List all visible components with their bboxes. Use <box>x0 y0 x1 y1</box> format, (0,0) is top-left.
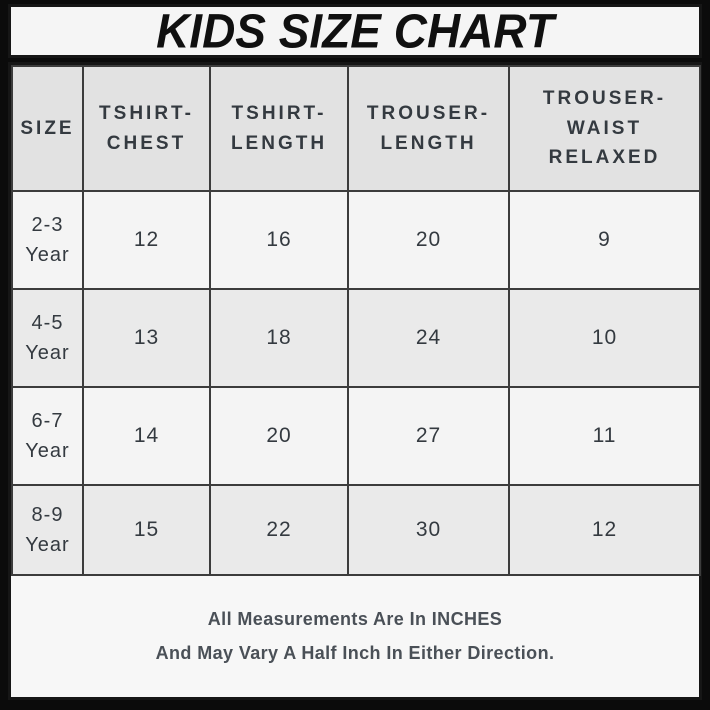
table-row-4-5-year: 4-5 Year 13 18 24 10 <box>11 288 701 388</box>
row-header-size: 2-3 Year <box>11 190 84 290</box>
size-line: Year <box>25 244 70 266</box>
size-line: 2-3 <box>31 214 64 236</box>
row-header-size: 8-9 Year <box>11 484 84 576</box>
cell-tshirt-chest: 13 <box>82 288 211 388</box>
header-line: TROUSER- <box>542 88 667 110</box>
row-header-size: 6-7 Year <box>11 386 84 486</box>
cell-trouser-length: 27 <box>347 386 510 486</box>
column-header-trouser-waist-relaxed: TROUSER- WAIST RELAXED <box>508 65 701 192</box>
header-line: CHEST <box>106 132 187 154</box>
table-row-8-9-year: 8-9 Year 15 22 30 12 <box>11 484 701 576</box>
cell-tshirt-length: 16 <box>209 190 349 290</box>
size-line: Year <box>25 440 70 462</box>
header-line: LENGTH <box>380 132 477 154</box>
cell-tshirt-chest: 14 <box>82 386 211 486</box>
header-line: RELAXED <box>548 147 661 169</box>
header-line: LENGTH <box>230 132 328 154</box>
header-line: TSHIRT- <box>99 103 194 125</box>
column-header-tshirt-chest: TSHIRT- CHEST <box>82 65 211 192</box>
table-row-2-3-year: 2-3 Year 12 16 20 9 <box>11 190 701 290</box>
cell-trouser-length: 20 <box>347 190 510 290</box>
cell-tshirt-chest: 12 <box>82 190 211 290</box>
cell-trouser-waist: 9 <box>508 190 701 290</box>
cell-tshirt-length: 22 <box>209 484 349 576</box>
cell-trouser-length: 30 <box>347 484 510 576</box>
size-line: Year <box>25 534 70 556</box>
size-line: 4-5 <box>31 312 64 334</box>
header-line: WAIST <box>566 117 643 139</box>
size-line: 6-7 <box>31 410 64 432</box>
disclaimer-line-2: And May Vary A Half Inch In Either Direc… <box>155 643 555 663</box>
table-header-row: SIZE TSHIRT- CHEST TSHIRT- LENGTH TROUSE… <box>11 65 701 192</box>
cell-tshirt-length: 18 <box>209 288 349 388</box>
cell-trouser-waist: 12 <box>508 484 701 576</box>
cell-tshirt-chest: 15 <box>82 484 211 576</box>
page-title: KIDS SIZE CHART <box>156 3 554 59</box>
column-header-size: SIZE <box>11 65 84 192</box>
column-header-trouser-length: TROUSER- LENGTH <box>347 65 510 192</box>
disclaimer-line-1: All Measurements Are In INCHES <box>207 609 503 629</box>
row-header-size: 4-5 Year <box>11 288 84 388</box>
size-line: Year <box>25 342 70 364</box>
title-banner: KIDS SIZE CHART <box>8 4 702 58</box>
size-chart-table: SIZE TSHIRT- CHEST TSHIRT- LENGTH TROUSE… <box>11 65 701 576</box>
size-line: 8-9 <box>31 504 64 526</box>
header-line: TROUSER- <box>366 103 491 125</box>
header-line: TSHIRT- <box>231 103 327 125</box>
cell-trouser-waist: 11 <box>508 386 701 486</box>
measurement-disclaimer: All Measurements Are In INCHES And May V… <box>11 576 699 697</box>
column-header-tshirt-length: TSHIRT- LENGTH <box>209 65 349 192</box>
header-line: SIZE <box>20 117 75 139</box>
cell-trouser-length: 24 <box>347 288 510 388</box>
size-chart-panel: SIZE TSHIRT- CHEST TSHIRT- LENGTH TROUSE… <box>8 62 702 700</box>
cell-tshirt-length: 20 <box>209 386 349 486</box>
cell-trouser-waist: 10 <box>508 288 701 388</box>
table-row-6-7-year: 6-7 Year 14 20 27 11 <box>11 386 701 486</box>
